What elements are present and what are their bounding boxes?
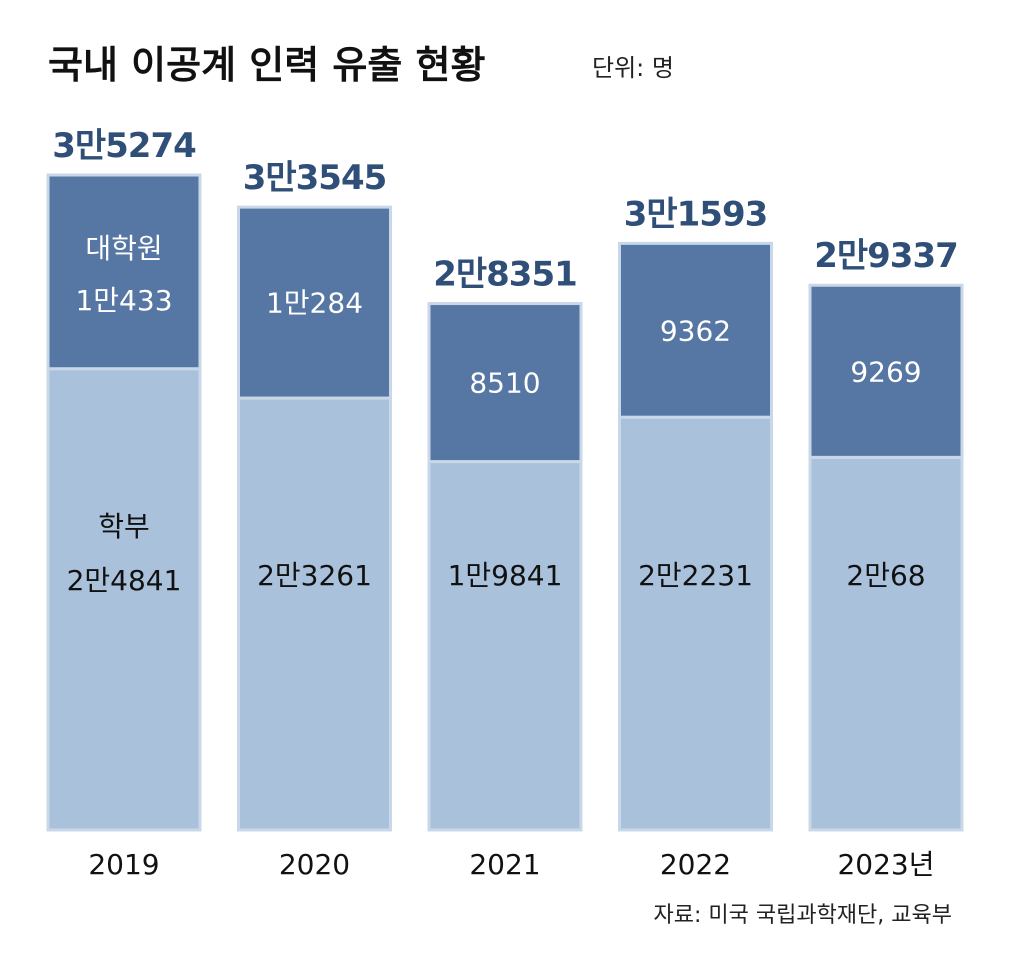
grad-value-label-2021: 8510 <box>469 367 540 400</box>
bar-grad-2022 <box>618 241 773 419</box>
bars-group: 대학원 1만433 학부 2만4841 3만5274 2019 1만284 2만3261 3만3… <box>46 126 964 881</box>
total-label-2022: 3만1593 <box>624 194 768 234</box>
bar-undergrad-2019 <box>46 367 202 832</box>
undergrad-value-label-2021: 1만9841 <box>448 559 563 592</box>
chart-header: 국내 이공계 인력 유출 현황 단위: 명 <box>48 43 674 87</box>
total-label-2019: 3만5274 <box>52 126 196 166</box>
undergrad-value-label-2019: 2만4841 <box>67 564 182 597</box>
bar-undergrad-2021 <box>427 460 583 832</box>
bar-undergrad-2020 <box>237 396 392 832</box>
unit-label: 단위: 명 <box>592 54 674 82</box>
total-label-2020: 3만3545 <box>243 158 387 198</box>
bar-grad-2023년 <box>808 283 964 459</box>
undergrad-value-label-2020: 2만3261 <box>257 559 372 592</box>
x-tick-label-2019: 2019 <box>88 848 159 881</box>
bar-grad-2020 <box>237 205 392 400</box>
undergrad-value-label-2022: 2만2231 <box>638 559 753 592</box>
grad-series-name: 대학원 <box>85 232 162 265</box>
total-label-2021: 2만8351 <box>433 255 577 295</box>
chart-title: 국내 이공계 인력 유출 현황 <box>48 43 486 87</box>
x-tick-label-2020: 2020 <box>279 848 350 881</box>
bar-undergrad-2023년 <box>808 455 964 832</box>
grad-value-label-2020: 1만284 <box>266 287 363 320</box>
undergrad-value-label-2023년: 2만68 <box>846 559 925 592</box>
grad-value-label-2023년: 9269 <box>850 355 921 388</box>
x-tick-label-2021: 2021 <box>469 848 540 881</box>
undergrad-series-name: 학부 <box>98 510 150 543</box>
grad-value-label-2019: 1만433 <box>75 284 172 317</box>
bar-grad-2021 <box>427 302 583 464</box>
x-tick-label-2023년: 2023년 <box>837 848 934 881</box>
bar-grad-2019 <box>46 173 202 371</box>
x-tick-label-2022: 2022 <box>660 848 731 881</box>
total-label-2023년: 2만9337 <box>814 236 958 276</box>
bar-undergrad-2022 <box>618 415 773 832</box>
grad-value-label-2022: 9362 <box>660 314 731 347</box>
source-note: 자료: 미국 국립과학재단, 교육부 <box>653 903 952 928</box>
